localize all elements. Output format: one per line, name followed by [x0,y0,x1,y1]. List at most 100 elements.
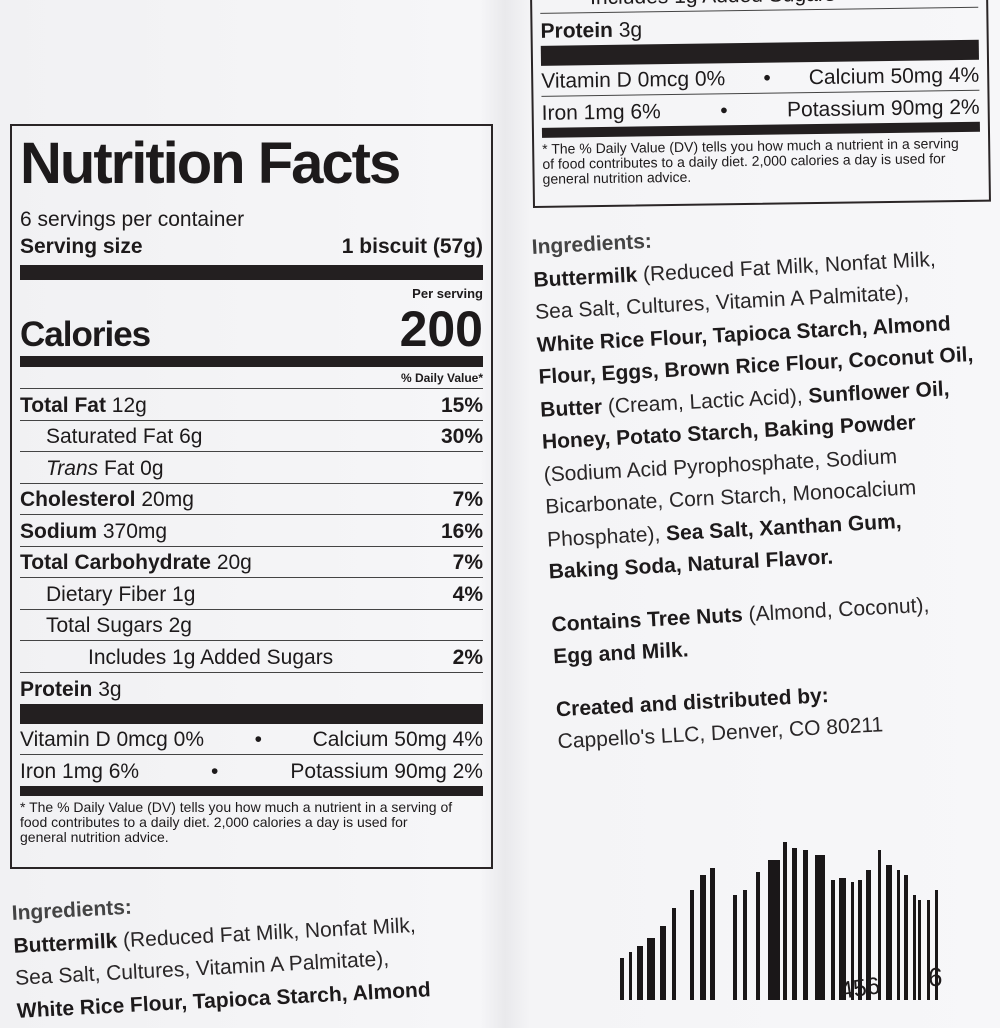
barcode-digits: 456 [838,972,882,1005]
serving-size-row: Serving size 1 biscuit (57g) [20,235,483,259]
ingredient-text: Buttermilk [12,929,118,958]
barcode-bar [733,895,737,1000]
barcode-bar [700,875,706,1000]
barcode-bar [913,895,916,1000]
nutrition-facts-title: Nutrition Facts [20,131,401,196]
nutrient-row: Sodium 370mg 16% [20,515,483,547]
barcode-bar [831,880,835,1000]
bullet-separator: • [763,66,771,90]
nutrient-daily-value: 7% [452,488,483,511]
nutrient-rows: Total Fat 12g 15% Saturated Fat 6g 30% Trans… [20,389,483,704]
nutrient-label: Total Carbohydrate [20,551,211,574]
nutrient-label: Dietary Fiber [46,582,167,606]
barcode-bar [878,850,881,1000]
micronutrient-row: Vitamin D 0mcg 0% • Calcium 50mg 4% [20,724,483,755]
bullet-separator: • [211,760,219,783]
thick-divider [20,704,483,724]
nutrient-amount: Fat 0g [103,456,164,480]
barcode-bar [743,890,747,1000]
barcode-bar [768,860,780,1000]
barcode-bar [803,850,808,1000]
micronutrient-rows: Vitamin D 0mcg 0% • Calcium 50mg 4% Iron 1m… [541,59,980,128]
per-serving-label: Per serving [412,286,483,301]
ingredient-text: Phosphate), [546,521,667,552]
micronutrient-left: Iron 1mg 6% [541,100,661,125]
nutrient-label: Includes 1g Added Sugars [88,645,334,669]
calories-row: Calories 200 [20,304,483,354]
barcode-bar [886,865,892,1000]
nutrient-amount: 20g [216,551,252,574]
barcode [615,840,955,1000]
micronutrient-left: Iron 1mg 6% [20,760,140,783]
nutrient-amount: 12g [111,393,147,417]
nutrient-name: Total Sugars 2g [46,615,192,636]
added-sugars-dv: 2% [948,0,979,4]
barcode-bar [637,946,643,1000]
bullet-separator: • [254,728,262,751]
barcode-bar [866,870,871,1000]
ingredient-text: (Cream, Lactic Acid), [601,384,809,419]
barcode-bar [710,868,715,1000]
ingredient-text: Butter [539,395,603,422]
barcode-bar [792,848,797,1000]
nutrient-row: Total Fat 12g 15% [20,389,483,421]
barcode-bar [647,938,655,1000]
barcode-bar [918,900,921,1000]
nutrient-row: Dietary Fiber 1g 4% [20,578,483,610]
nutrient-label: Trans [46,456,99,480]
barcode-bar [672,908,676,1000]
nutrient-daily-value: 4% [452,582,483,606]
nutrient-row: Cholesterol 20mg 7% [20,484,483,515]
ingredients-block-partial: Ingredients: Buttermilk (Reduced Fat Milk… [11,876,431,1028]
barcode-bar [756,872,760,1000]
ingredient-text: (Almond, Coconut), [742,593,930,626]
barcode-bar [851,882,854,1000]
nutrient-name: Total Carbohydrate 20g [20,552,252,573]
barcode-bar [904,875,908,1000]
thick-divider [20,356,483,367]
nutrient-amount: 3g [98,678,122,701]
nutrient-daily-value: 30% [440,425,483,448]
nutrient-row: Trans Fat 0g [20,452,483,484]
daily-value-footnote: * The % Daily Value (DV) tells you how m… [20,799,453,845]
serving-size-value: 1 biscuit (57g) [341,235,483,258]
nutrient-name: Includes 1g Added Sugars [88,647,333,668]
micronutrient-right: Potassium 90mg 2% [786,95,980,122]
added-sugars-label: Includes 1g Added Sugars [590,0,835,9]
nutrient-amount: 1g [172,582,196,606]
barcode-bar [783,842,787,1000]
thick-divider [20,786,483,796]
barcode-bar [897,870,900,1000]
nutrient-name: Saturated Fat 6g [46,426,202,447]
nutrient-name: Protein 3g [20,679,122,700]
micronutrient-left: Vitamin D 0mcg 0% [20,728,205,751]
micronutrient-row: Iron 1mg 6% • Potassium 90mg 2% [20,755,483,786]
nutrient-label: Protein [20,678,93,701]
nutrient-amount: 6g [179,425,203,448]
barcode-bar [620,958,624,1000]
nutrient-amount: 370mg [102,519,168,543]
bullet-separator: • [720,99,728,123]
nutrient-amount: 20mg [141,488,194,511]
micronutrient-right: Potassium 90mg 2% [290,760,483,783]
nutrient-daily-value: 2% [452,645,483,669]
nutrient-row: Includes 1g Added Sugars 2% [20,641,483,673]
barcode-bar [858,880,862,1000]
daily-value-footnote: * The % Daily Value (DV) tells you how m… [542,135,959,187]
nutrient-daily-value: 7% [452,551,483,574]
ingredients-heading: Ingredients: [11,895,133,925]
daily-value-header: % Daily Value* [20,371,483,389]
barcode-bar [815,855,825,1000]
nutrient-name: Dietary Fiber 1g [46,584,195,605]
ingredient-text: Contains Tree Nuts [550,602,744,636]
nutrient-daily-value: 15% [440,393,483,417]
barcode-bar [935,890,938,1000]
micronutrient-right: Calcium 50mg 4% [808,63,980,90]
nutrient-daily-value: 16% [440,519,483,543]
micronutrient-rows: Vitamin D 0mcg 0% • Calcium 50mg 4% Iron 1m… [20,724,483,786]
micronutrient-right: Calcium 50mg 4% [312,728,483,751]
nutrient-name: Trans Fat 0g [46,458,164,479]
nutrient-label: Cholesterol [20,488,136,511]
ingredients-heading: Ingredients: [531,229,653,259]
barcode-check-digit: 6 [928,962,943,992]
